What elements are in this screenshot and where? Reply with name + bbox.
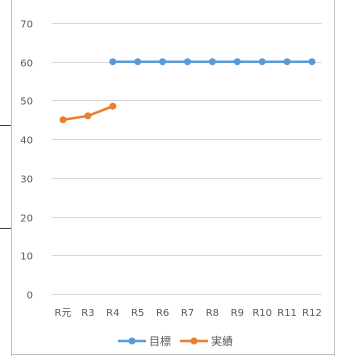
data-point [84,112,92,120]
data-point [109,102,117,110]
x-axis: R元 R3 R4 R5 R6 R7 R8 R9 R10 R11 R12 [55,308,322,319]
y-tick-label: 40 [20,136,33,147]
legend-swatch-marker [190,337,198,345]
data-point [258,58,266,66]
data-point [283,58,291,66]
y-tick-label: 70 [20,20,33,31]
x-tick-label: R6 [156,308,169,319]
legend-swatch-marker [128,337,136,345]
y-tick-label: 60 [20,59,33,70]
y-tick-label: 0 [27,291,33,302]
x-tick-label: R3 [81,308,94,319]
y-axis: 0 10 20 30 40 50 60 70 [20,20,33,302]
data-point [159,58,167,66]
data-point [109,58,117,66]
data-point [308,58,316,66]
gridlines [52,23,322,295]
x-tick-label: R7 [181,308,194,319]
data-point [184,58,191,66]
y-tick-label: 30 [20,175,33,186]
x-tick-label: R元 [55,308,72,319]
x-tick-label: R9 [231,308,244,319]
data-point [134,58,142,66]
legend-label: 目標 [149,334,171,348]
x-tick-label: R11 [277,308,297,319]
data-point [208,58,216,66]
y-tick-label: 10 [20,252,33,263]
x-tick-label: R10 [252,308,272,319]
x-tick-label: R8 [206,308,219,319]
series-group [59,58,316,124]
y-tick-label: 20 [20,214,33,225]
data-point [59,116,67,124]
x-tick-label: R5 [131,308,144,319]
y-tick-label: 50 [20,97,33,108]
legend: 目標 実績 [118,334,233,348]
data-point [233,58,241,66]
x-tick-label: R4 [106,308,119,319]
legend-label: 実績 [211,334,233,348]
x-tick-label: R12 [302,308,322,319]
